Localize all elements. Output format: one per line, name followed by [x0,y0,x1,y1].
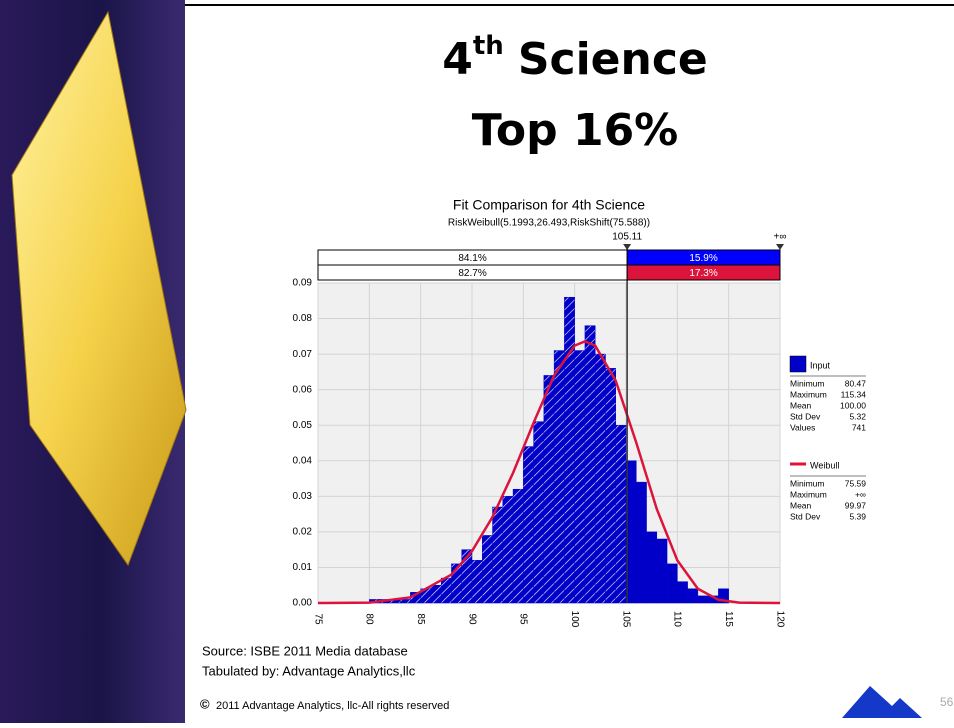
probability-right [626,264,781,281]
stat-name: Mean [790,400,812,410]
y-tick-label: 0.09 [293,278,313,289]
histogram-bar [646,531,658,604]
y-tick-label: 0.06 [293,384,313,395]
y-tick-label: 0.00 [293,598,313,609]
histogram-bar [615,424,627,604]
probability-label: 17.3% [689,268,717,279]
legend-label: Input [810,360,831,370]
stat-name: Values [790,422,815,432]
histogram-bar [666,563,678,604]
stat-name: Minimum [790,378,824,388]
histogram-bar [543,375,555,604]
histogram-bar [594,353,606,604]
stat-value: 5.32 [849,411,866,421]
legend-swatch [789,355,807,373]
stat-name: Minimum [790,478,824,488]
chart: Fit Comparison for 4th Science RiskWeibul… [293,197,867,628]
stat-value: 99.97 [845,500,867,510]
histogram-bar [533,421,545,604]
x-tick-label: 85 [415,613,426,625]
logo [842,686,922,718]
threshold-marker [623,244,632,250]
histogram-bar [656,538,668,604]
histogram-bar [512,488,524,604]
x-tick-label: 115 [723,611,734,627]
y-tick-label: 0.02 [293,527,313,538]
x-tick-label: 120 [774,611,785,628]
histogram-bar [718,588,729,604]
title-sup: th [473,31,504,61]
fit-curve [318,339,781,605]
stat-name: Std Dev [790,511,821,521]
histogram-bar [471,560,483,604]
stat-value: 80.47 [845,378,867,388]
x-tick-label: 105 [620,611,631,628]
copyright: 2011 Advantage Analytics, llc-All rights… [216,700,449,712]
stat-name: Std Dev [790,411,821,421]
title-number: 4 [442,34,473,85]
chart-title: Fit Comparison for 4th Science [453,197,645,213]
legend-label: Weibull [810,460,839,470]
upper-marker [776,244,784,250]
histogram-bar [440,577,452,604]
histogram-bar [584,325,596,604]
x-tick-label: 110 [672,611,683,627]
histogram-bar [605,368,616,604]
source-note: Source: ISBE 2011 Media database [202,643,408,658]
slide-title-line2: Top 16% [472,105,679,156]
copyright-symbol: © [200,696,210,711]
slide-title: 4th Science [442,31,708,86]
histogram-bar [697,595,709,604]
threshold-label: 105.11 [612,232,642,243]
histogram-bar [677,581,688,604]
probability-label: 82.7% [458,268,486,279]
histogram-bar [636,481,647,604]
stat-name: Mean [790,500,812,510]
x-tick-label: 90 [466,613,477,625]
histogram-bar [564,296,575,604]
y-tick-label: 0.04 [293,455,313,466]
histogram-bar [430,584,442,604]
histogram-bar [523,446,534,604]
x-tick-label: 80 [364,613,375,625]
x-tick-label: 100 [569,611,580,628]
histogram-bar [687,588,699,604]
upper-label: +∞ [774,232,787,243]
y-tick-label: 0.08 [293,313,313,324]
stat-value: 75.59 [845,478,867,488]
probability-label: 15.9% [689,253,717,264]
histogram-bar [399,599,411,604]
stat-name: Maximum [790,389,827,399]
histogram-bar [574,350,586,604]
tabulated-note: Tabulated by: Advantage Analytics,llc [202,663,416,678]
y-tick-label: 0.03 [293,491,313,502]
stat-value: 115.34 [841,389,867,399]
y-tick-label: 0.05 [293,420,313,431]
stat-value: 5.39 [849,511,866,521]
x-tick-label: 95 [518,613,529,625]
histogram-bar [553,350,565,604]
histogram-bar [502,496,514,604]
title-rest: Science [518,34,708,85]
stat-value: 100.00 [840,400,866,410]
stat-value: +∞ [855,489,866,499]
histogram-bar [482,535,493,604]
decor-notepad [11,10,187,567]
page-number: 56 [940,695,954,709]
y-tick-label: 0.07 [293,349,313,360]
chart-subtitle: RiskWeibull(5.1993,26.493,RiskShift(75.5… [448,218,650,229]
stat-name: Maximum [790,489,827,499]
x-tick-label: 75 [312,613,323,625]
histogram-bar [492,506,504,604]
stat-value: 741 [852,422,866,432]
y-tick-label: 0.01 [293,562,313,573]
probability-label: 84.1% [458,253,486,264]
